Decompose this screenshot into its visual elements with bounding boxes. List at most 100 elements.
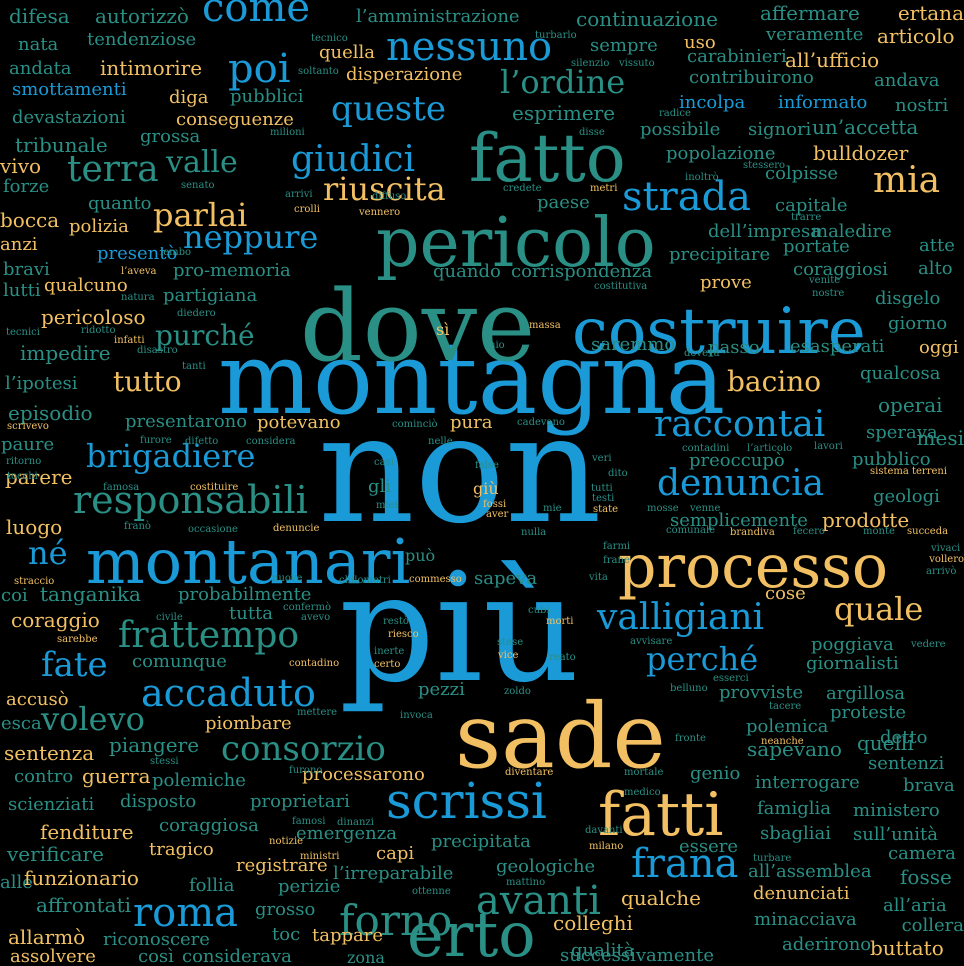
cloud-word: costitutiva <box>594 280 648 292</box>
cloud-word: all’assemblea <box>748 860 872 882</box>
cloud-word: queste <box>331 89 447 130</box>
cloud-word: aderirono <box>782 933 872 955</box>
cloud-word: bravi <box>3 258 50 280</box>
cloud-word: comunale <box>666 524 716 536</box>
cloud-word: contadini <box>682 442 730 454</box>
cloud-word: tutta <box>229 602 274 624</box>
cloud-word: dito <box>608 467 628 479</box>
cloud-word: fate <box>41 645 108 686</box>
cloud-word: succeda <box>907 525 949 537</box>
cloud-word: ministri <box>300 850 340 862</box>
cloud-word: strada <box>622 174 752 221</box>
cloud-word: state <box>593 503 619 515</box>
cloud-word: commesso <box>409 573 462 585</box>
cloud-word: sarebbe <box>57 633 98 645</box>
cloud-word: denunciati <box>753 882 850 904</box>
cloud-word: nelle <box>428 435 453 447</box>
cloud-word: miei <box>376 499 398 511</box>
cloud-word: guerra <box>82 764 151 789</box>
cloud-word: volevo <box>41 700 145 739</box>
cloud-word: neppure <box>183 218 319 257</box>
cloud-word: giù <box>473 478 499 498</box>
cloud-word: costituire <box>190 481 239 493</box>
cloud-word: scrissi <box>386 772 547 830</box>
cloud-word: cadevano <box>517 416 565 428</box>
cloud-word: portate <box>783 235 850 257</box>
cloud-word: passo <box>708 336 760 358</box>
cloud-word: giornalisti <box>806 652 899 674</box>
cloud-word: montagna <box>218 320 726 437</box>
cloud-word: riuscita <box>323 170 446 209</box>
cloud-word: devastazioni <box>12 106 126 128</box>
cloud-word: raccontai <box>654 403 826 445</box>
cloud-word: presentò <box>97 242 178 264</box>
cloud-word: l’irreparabile <box>333 862 454 884</box>
cloud-word: radice <box>659 107 691 119</box>
cloud-word: nostre <box>812 287 845 299</box>
cloud-word: disastro <box>137 344 178 356</box>
cloud-word: famosa <box>103 481 140 493</box>
cloud-word: tragico <box>149 838 214 860</box>
cloud-word: difesa <box>9 4 70 29</box>
cloud-word: così <box>138 946 174 966</box>
cloud-word: impedire <box>20 341 111 366</box>
cloud-word: successivamente <box>560 944 714 966</box>
cloud-word: purché <box>155 319 255 353</box>
cloud-word: cubi <box>528 604 550 616</box>
cloud-word: qualcuno <box>44 274 128 296</box>
cloud-word: coi <box>1 584 28 606</box>
cloud-word: tribunale <box>15 133 108 158</box>
cloud-word: atte <box>919 234 955 256</box>
cloud-word: grosso <box>255 898 316 920</box>
cloud-word: proprietari <box>250 790 350 812</box>
cloud-word: diedero <box>177 307 216 319</box>
cloud-word: fenditure <box>40 820 134 845</box>
cloud-word: potevano <box>257 411 341 433</box>
cloud-word: prodotte <box>822 508 910 533</box>
cloud-word: articolo <box>877 24 955 49</box>
cloud-word: mio <box>486 339 505 351</box>
cloud-word: coraggiosa <box>159 814 259 836</box>
cloud-word: neanche <box>761 735 804 747</box>
cloud-word: assolvere <box>10 946 96 966</box>
cloud-word: civile <box>156 611 183 623</box>
cloud-word: pura <box>450 411 493 433</box>
cloud-word: pubblico <box>852 448 931 470</box>
cloud-word: l’ordine <box>500 63 626 102</box>
cloud-word: affrontati <box>36 893 132 918</box>
cloud-word: vivo <box>0 154 42 179</box>
cloud-word: roma <box>133 890 238 937</box>
cloud-word: bulldozer <box>813 141 909 166</box>
cloud-word: essere <box>679 835 739 857</box>
cloud-word: semplicemente <box>670 509 808 531</box>
cloud-word: franò <box>124 520 151 532</box>
cloud-word: morti <box>546 615 574 627</box>
cloud-word: denuncia <box>657 462 825 504</box>
cloud-word: sbagliai <box>760 822 832 844</box>
cloud-word: pubblici <box>230 85 304 107</box>
cloud-word: turbare <box>753 852 792 864</box>
cloud-word: vice <box>498 649 519 661</box>
cloud-word: bocca <box>0 208 60 233</box>
cloud-word: pro-memoria <box>173 259 291 281</box>
cloud-word: massa <box>529 319 561 331</box>
cloud-word: dell’impresa <box>708 220 821 242</box>
cloud-word: tecnico <box>311 32 348 44</box>
cloud-word: colleghi <box>553 911 633 936</box>
cloud-word: mesi <box>916 426 964 451</box>
cloud-word: giudici <box>291 138 415 180</box>
cloud-word: pericoloso <box>41 305 146 330</box>
cloud-word: inoltrò <box>685 171 719 183</box>
cloud-word: invoca <box>400 709 433 721</box>
cloud-word: possibile <box>640 118 721 140</box>
cloud-word: zona <box>347 948 385 966</box>
cloud-word: nuove <box>272 572 303 584</box>
cloud-word: false <box>475 459 499 471</box>
cloud-word: carabinieri <box>687 45 787 67</box>
cloud-word: stessero <box>743 159 786 171</box>
cloud-word: certo <box>374 658 401 670</box>
cloud-word: sapeva <box>474 567 538 589</box>
cloud-word: vita <box>589 571 608 583</box>
cloud-word: cominciò <box>392 418 438 430</box>
cloud-word: mortale <box>624 766 664 778</box>
